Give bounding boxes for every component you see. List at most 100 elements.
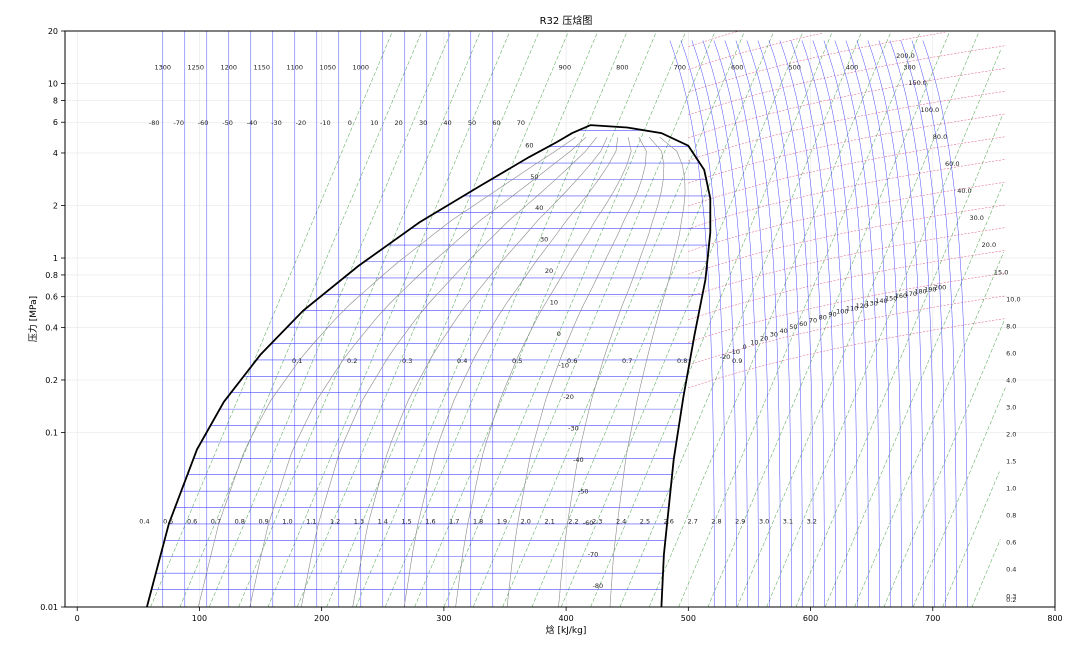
- density-label: 900: [559, 64, 571, 72]
- x-tick-label: 400: [558, 614, 573, 623]
- isentrope-line: [971, 539, 1001, 608]
- isotherm-label: 10: [550, 299, 558, 307]
- y-axis-label: 压力 [MPa]: [27, 296, 39, 342]
- isotherm-label: 0: [557, 330, 561, 338]
- isotherm-line: [801, 40, 847, 607]
- isotherm-label: 30: [540, 236, 548, 244]
- density-label: 30.0: [969, 214, 983, 222]
- isentrope-line: [883, 319, 1005, 608]
- isotherm-label: 10: [370, 119, 378, 127]
- entropy-label: 0.9: [258, 518, 268, 526]
- y-tick-label: 0.4: [45, 323, 58, 332]
- y-tick-label: 1: [53, 254, 58, 263]
- isotherm-label: -10: [320, 119, 331, 127]
- plot-frame: [64, 30, 1056, 608]
- density-label: 10.0: [1006, 295, 1020, 303]
- density-label: 1.0: [1006, 484, 1016, 492]
- quality-line: [609, 136, 686, 608]
- isotherm-label: -20: [720, 353, 731, 361]
- isotherm-line: [834, 40, 880, 607]
- isotherm-label: 70: [517, 119, 525, 127]
- y-tick-label: 20: [48, 27, 58, 36]
- isentrope-line: [472, 32, 716, 608]
- isentrope-line: [296, 32, 540, 608]
- quality-label: 0.3: [402, 357, 412, 365]
- x-tick-label: 700: [925, 614, 940, 623]
- isentrope-line: [766, 48, 1002, 608]
- isotherm-line: [911, 40, 957, 607]
- density-label: 1150: [254, 64, 271, 72]
- isotherm-label: 50: [530, 173, 538, 181]
- isotherm-label: -40: [573, 456, 584, 464]
- isochore-line: [688, 32, 946, 93]
- isotherm-line: [922, 40, 968, 607]
- x-tick-label: 800: [1047, 614, 1062, 623]
- isotherm-line: [867, 40, 913, 607]
- entropy-label: 1.4: [378, 518, 388, 526]
- isentrope-line: [414, 32, 657, 608]
- density-label: 500: [788, 64, 800, 72]
- isotherm-label: -20: [296, 119, 307, 127]
- isotherm-label: 100: [836, 307, 848, 315]
- isotherm-label: 180: [914, 288, 926, 296]
- isentrope-line: [854, 251, 1005, 608]
- isentrope-line: [736, 32, 980, 608]
- isotherm-label: 50: [789, 323, 797, 331]
- density-label: 0.8: [1006, 512, 1016, 520]
- entropy-label: 2.7: [687, 518, 697, 526]
- quality-line: [198, 136, 576, 608]
- axis-ticks: 0 100 200 300 400 500 600 700 8000.010.10.20.40.…: [40, 27, 1062, 623]
- density-label: 60.0: [945, 160, 959, 168]
- entropy-label: 1.7: [449, 518, 459, 526]
- density-label: 0.3: [1006, 593, 1016, 601]
- x-axis-label: 焓 [kJ/kg]: [546, 624, 587, 636]
- entropy-label: 0.8: [235, 518, 245, 526]
- quality-label: 0.7: [622, 357, 632, 365]
- isochore-line: [688, 31, 738, 48]
- entropy-label: 2.4: [616, 518, 626, 526]
- isotherm-label: 60: [799, 320, 807, 328]
- isentrope-line: [707, 32, 950, 608]
- isotherm-label: 170: [905, 290, 917, 298]
- x-tick-label: 0: [75, 614, 80, 623]
- quality-label: 0.4: [457, 357, 467, 365]
- density-label: 0.4: [1006, 566, 1016, 574]
- isotherm-line: [889, 40, 935, 607]
- quality-label: 0.5: [512, 357, 522, 365]
- isotherm-label: 40: [535, 204, 543, 212]
- entropy-label: 1.2: [330, 518, 340, 526]
- isentrope-line: [678, 32, 921, 608]
- entropy-label: 1.9: [497, 518, 507, 526]
- isotherm-line: [878, 40, 924, 607]
- density-label: 800: [616, 64, 628, 72]
- isotherm-label: 0: [742, 343, 746, 351]
- y-tick-label: 8: [53, 96, 58, 105]
- density-label: 100.0: [921, 106, 940, 114]
- entropy-label: 3.1: [783, 518, 793, 526]
- isotherm-label: 30: [770, 331, 778, 339]
- x-tick-label: 500: [681, 614, 696, 623]
- isotherm-label: 60: [525, 141, 533, 149]
- x-tick-label: 200: [314, 614, 329, 623]
- density-label: 1000: [353, 64, 370, 72]
- y-tick-label: 6: [53, 118, 58, 127]
- isotherm-line: [746, 40, 792, 607]
- y-tick-label: 10: [48, 80, 58, 89]
- isotherm-label: 50: [468, 119, 476, 127]
- y-tick-label: 0.2: [45, 376, 58, 385]
- isotherm-label: 40: [443, 119, 451, 127]
- density-label: 0.6: [1006, 539, 1016, 547]
- entropy-label: 2.8: [711, 518, 721, 526]
- isotherm-label: 10: [750, 339, 758, 347]
- entropy-label: 1.3: [354, 518, 364, 526]
- quality-line: [403, 137, 618, 608]
- isentrope-line: [619, 32, 862, 608]
- isotherm-label: -70: [588, 551, 599, 559]
- quality-line: [352, 137, 608, 608]
- isotherm-label: 150: [885, 294, 897, 302]
- entropy-label: 1.0: [282, 518, 292, 526]
- x-tick-label: 100: [192, 614, 207, 623]
- isotherm-line: [713, 40, 759, 607]
- quality-label: 0.9: [732, 357, 742, 365]
